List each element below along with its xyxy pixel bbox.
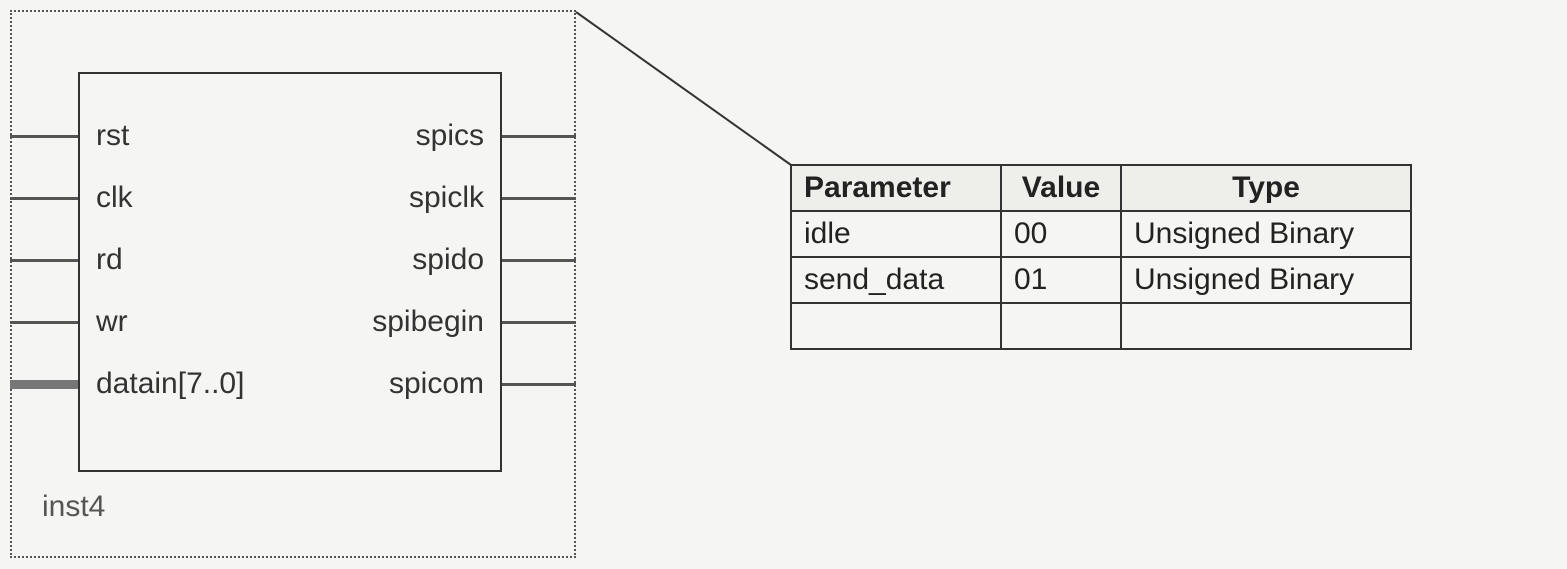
output-port-label: spics xyxy=(416,119,484,153)
output-port-label: spicom xyxy=(389,367,484,401)
input-pin[interactable] xyxy=(10,197,78,200)
output-port-label: spido xyxy=(412,243,484,277)
table-row[interactable]: send_data01Unsigned Binary xyxy=(791,257,1411,303)
param-table-cell: idle xyxy=(791,211,1001,257)
port-row: datain[7..0] spicom xyxy=(78,356,502,412)
output-pin[interactable] xyxy=(502,259,576,262)
param-table-header: Value xyxy=(1001,165,1121,211)
input-bus-pin[interactable] xyxy=(10,380,78,389)
param-table-cell xyxy=(791,303,1001,349)
port-row: rd spido xyxy=(78,232,502,288)
input-port-label: wr xyxy=(96,305,128,339)
input-pin[interactable] xyxy=(10,135,78,138)
param-table-header: Parameter xyxy=(791,165,1001,211)
port-row: clk spiclk xyxy=(78,170,502,226)
param-table-cell: Unsigned Binary xyxy=(1121,257,1411,303)
output-pin[interactable] xyxy=(502,383,576,386)
param-table-cell: send_data xyxy=(791,257,1001,303)
output-pin[interactable] xyxy=(502,321,576,324)
output-port-label: spibegin xyxy=(372,305,484,339)
table-row[interactable] xyxy=(791,303,1411,349)
param-table-cell: 00 xyxy=(1001,211,1121,257)
input-port-label: rst xyxy=(96,119,129,153)
output-pin[interactable] xyxy=(502,197,576,200)
input-port-label: clk xyxy=(96,181,133,215)
diagram-canvas: inst4 ParameterValueType idle00Unsigned … xyxy=(0,0,1567,569)
output-port-label: spiclk xyxy=(409,181,484,215)
param-table-cell: 01 xyxy=(1001,257,1121,303)
input-port-label: rd xyxy=(96,243,123,277)
input-port-label: datain[7..0] xyxy=(96,367,244,401)
param-table-header: Type xyxy=(1121,165,1411,211)
param-table-cell xyxy=(1121,303,1411,349)
table-row[interactable]: idle00Unsigned Binary xyxy=(791,211,1411,257)
param-table-cell xyxy=(1001,303,1121,349)
port-row: wr spibegin xyxy=(78,294,502,350)
input-pin[interactable] xyxy=(10,321,78,324)
parameter-table[interactable]: ParameterValueType idle00Unsigned Binary… xyxy=(790,164,1412,350)
output-pin[interactable] xyxy=(502,135,576,138)
input-pin[interactable] xyxy=(10,259,78,262)
port-row: rst spics xyxy=(78,108,502,164)
param-table-cell: Unsigned Binary xyxy=(1121,211,1411,257)
